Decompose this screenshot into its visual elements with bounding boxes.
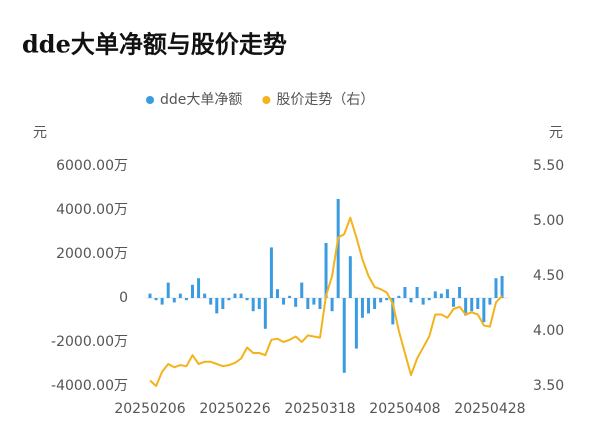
bar [257,298,261,309]
bar [148,293,152,298]
bar [190,284,194,298]
bar [409,298,413,303]
bar [294,298,298,307]
bar [354,298,358,349]
bar [269,247,273,298]
bar [494,278,498,298]
bar [439,293,443,298]
bar [415,287,419,298]
bar [427,298,431,301]
bar [324,243,328,298]
y2-tick-label: 4.50 [533,268,564,284]
bar [306,298,310,309]
bar [172,298,176,303]
bar [275,289,279,298]
bar [433,291,437,298]
bar [312,298,316,305]
bar [476,298,480,309]
legend-label: dde大单净额 [160,92,242,108]
y-tick-label: 2000.00万 [56,246,128,262]
y-tick-label: 4000.00万 [56,202,128,218]
bar [445,289,449,298]
bar [348,256,352,298]
bar [203,293,207,298]
bar [263,298,267,329]
bar [373,298,377,309]
y2-tick-label: 5.50 [533,158,564,174]
bar [215,298,219,314]
bar [367,298,371,314]
price-line [149,216,503,387]
bar [288,295,292,298]
bar [178,293,182,298]
bar [166,282,170,298]
y-tick-label: -2000.00万 [51,334,128,350]
y2-unit: 元 [549,125,563,141]
bar [482,298,486,323]
bar [227,298,231,301]
x-tick-label: 20250318 [284,401,355,417]
y2-tick-label: 5.00 [533,213,564,229]
bar [245,298,249,301]
bar [336,199,340,298]
bar [300,282,304,298]
chart-title: dde大单净额与股价走势 [22,30,287,59]
bar [184,298,188,301]
bar [500,276,504,298]
bar [221,298,225,309]
bar [282,298,286,305]
bar [464,298,468,316]
bar [421,298,425,305]
y-tick-label: 0 [119,290,128,306]
bar [197,278,201,298]
bar [154,298,158,301]
bar [360,298,364,318]
bar [342,298,346,373]
legend-marker [146,96,154,104]
y-tick-label: -4000.00万 [51,378,128,394]
y-unit: 元 [33,125,47,141]
bar [403,287,407,298]
x-tick-label: 20250226 [199,401,270,417]
y-tick-label: 6000.00万 [56,158,128,174]
bar [239,293,243,298]
bar [318,298,322,309]
bar [379,298,383,303]
bar [160,298,164,305]
x-tick-label: 20250428 [454,401,525,417]
legend-marker [262,96,271,104]
x-tick-label: 20250408 [369,401,440,417]
bar [397,295,401,298]
legend-label: 股价走势（右） [276,92,374,108]
y2-tick-label: 4.00 [533,323,564,339]
bar [488,298,492,305]
bar [458,287,462,298]
bar [233,293,237,298]
bar [452,298,455,307]
bar [391,298,395,325]
bar [470,298,474,312]
bar [209,298,213,305]
bar [385,298,389,301]
bar [251,298,255,312]
x-tick-label: 20250206 [114,401,185,417]
y2-tick-label: 3.50 [533,378,564,394]
bar [330,298,334,312]
